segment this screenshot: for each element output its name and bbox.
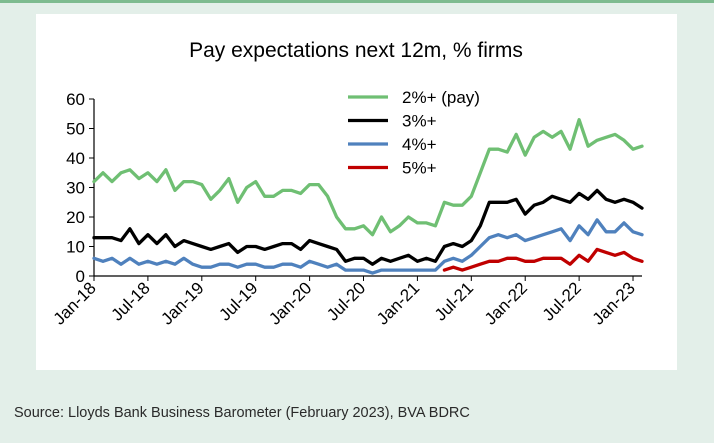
x-tick-label: Jul-21 <box>431 278 477 324</box>
y-tick-label: 30 <box>66 179 85 198</box>
line-chart: Pay expectations next 12m, % firms 0 10 20… <box>50 39 644 329</box>
x-axis: Jan-18 Jul-18 Jan-19 Jul-19 Jan-20 Jul-20 Jan-… <box>50 275 642 329</box>
legend: 2%+ (pay) 3%+ 4%+ 5%+ <box>348 88 480 178</box>
chart-title: Pay expectations next 12m, % firms <box>189 39 523 62</box>
source-note: Source: Lloyds Bank Business Barometer (… <box>14 405 470 421</box>
x-tick-label: Jul-19 <box>215 278 261 324</box>
series-line-1 <box>92 118 644 237</box>
chart-panel: Pay expectations next 12m, % firms 0 10 20… <box>36 14 677 370</box>
series-line-4 <box>442 247 644 272</box>
x-tick-label: Jul-20 <box>323 278 369 324</box>
y-tick-label: 60 <box>66 90 85 109</box>
y-tick-label: 40 <box>66 149 85 168</box>
series-line-2 <box>92 188 644 266</box>
y-tick-label: 0 <box>76 267 85 286</box>
series-layer <box>92 118 644 275</box>
legend-label: 5%+ <box>402 159 437 178</box>
x-tick-label: Jul-22 <box>539 278 585 324</box>
legend-label: 3%+ <box>402 112 437 131</box>
y-tick-label: 50 <box>66 120 85 139</box>
x-tick-label: Jan-22 <box>481 278 531 328</box>
x-tick-label: Jan-21 <box>373 278 423 328</box>
x-tick-label: Jul-18 <box>108 278 154 324</box>
x-tick-label: Jan-23 <box>589 278 639 328</box>
y-tick-label: 20 <box>66 208 85 227</box>
x-tick-label: Jan-19 <box>157 278 207 328</box>
legend-label: 2%+ (pay) <box>402 88 480 107</box>
legend-label: 4%+ <box>402 135 437 154</box>
top-accent-rule <box>0 0 714 3</box>
x-tick-label: Jan-20 <box>265 278 315 328</box>
series-line-3 <box>92 218 644 275</box>
y-tick-label: 10 <box>66 238 85 257</box>
y-axis: 0 10 20 30 40 50 60 <box>66 90 95 286</box>
